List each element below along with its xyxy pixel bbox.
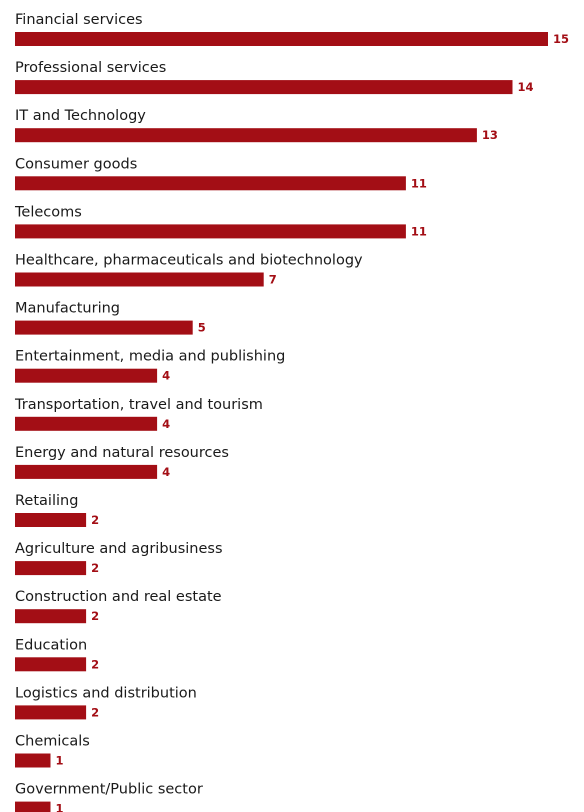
- bar: [15, 80, 513, 95]
- category-label: Energy and natural resources: [15, 445, 229, 461]
- category-label: Government/Public sector: [15, 782, 203, 798]
- bar: [15, 513, 87, 527]
- bar: [15, 416, 158, 431]
- value-label: 2: [91, 561, 99, 575]
- value-label: 2: [91, 513, 99, 527]
- bar-row-agriculture-and-agribusiness: Agriculture and agribusiness 2: [15, 541, 223, 576]
- bar-row-financial-services: Financial services 15: [15, 12, 569, 46]
- bar-row-government-public-sector: Government/Public sector 1: [15, 782, 203, 812]
- bar-row-manufacturing: Manufacturing 5: [15, 301, 206, 335]
- category-label: Consumer goods: [15, 156, 137, 172]
- bar: [15, 176, 406, 191]
- value-label: 5: [198, 321, 206, 335]
- category-label: Manufacturing: [15, 301, 120, 317]
- bar-row-transportation-travel-and-tourism: Transportation, travel and tourism 4: [14, 397, 263, 431]
- bar-row-energy-and-natural-resources: Energy and natural resources 4: [15, 445, 229, 479]
- value-label: 2: [91, 705, 99, 719]
- category-label: Entertainment, media and publishing: [15, 349, 285, 365]
- bar-row-entertainment-media-and-publishing: Entertainment, media and publishing 4: [15, 349, 285, 383]
- bar: [15, 32, 548, 46]
- category-label: IT and Technology: [15, 108, 146, 124]
- bar: [15, 224, 406, 239]
- value-label: 4: [162, 417, 170, 431]
- value-label: 1: [56, 802, 64, 812]
- category-label: Chemicals: [15, 734, 90, 750]
- bar-row-chemicals: Chemicals 1: [15, 734, 90, 768]
- value-label: 4: [162, 465, 170, 479]
- value-label: 2: [91, 609, 99, 623]
- bar: [15, 801, 51, 812]
- bar-row-consumer-goods: Consumer goods 11: [15, 156, 427, 191]
- bar: [15, 705, 87, 720]
- bar: [15, 368, 158, 383]
- category-label: Construction and real estate: [15, 589, 222, 605]
- category-label: Agriculture and agribusiness: [15, 541, 223, 557]
- bar: [15, 128, 477, 143]
- value-label: 15: [553, 32, 569, 46]
- bar: [15, 320, 193, 335]
- value-label: 7: [269, 273, 277, 287]
- category-label: Education: [15, 637, 87, 653]
- bar-row-telecoms: Telecoms 11: [14, 204, 427, 239]
- bar: [15, 609, 87, 624]
- bar: [15, 464, 158, 479]
- bar: [15, 753, 51, 768]
- bar-row-professional-services: Professional services 14: [15, 60, 534, 95]
- category-label: Professional services: [15, 60, 166, 76]
- value-label: 11: [411, 224, 427, 238]
- bar: [15, 657, 87, 672]
- bar-row-education: Education 2: [15, 637, 99, 672]
- value-label: 11: [411, 176, 427, 190]
- category-label: Telecoms: [14, 204, 82, 220]
- category-label: Logistics and distribution: [15, 685, 197, 701]
- bar: [15, 272, 264, 287]
- bar-row-healthcare-pharmaceuticals-and-biotechnology: Healthcare, pharmaceuticals and biotechn…: [15, 253, 363, 287]
- bar-row-it-and-technology: IT and Technology 13: [15, 108, 498, 143]
- category-label: Healthcare, pharmaceuticals and biotechn…: [15, 253, 363, 269]
- bar: [15, 561, 87, 576]
- bar-row-logistics-and-distribution: Logistics and distribution 2: [15, 685, 197, 720]
- value-label: 2: [91, 657, 99, 671]
- category-label: Transportation, travel and tourism: [14, 397, 263, 413]
- bar-row-construction-and-real-estate: Construction and real estate 2: [15, 589, 222, 624]
- value-label: 14: [518, 80, 534, 94]
- value-label: 4: [162, 369, 170, 383]
- category-label: Retailing: [15, 493, 78, 509]
- value-label: 1: [56, 754, 64, 768]
- category-label: Financial services: [15, 12, 143, 28]
- bar-row-retailing: Retailing 2: [15, 493, 99, 527]
- value-label: 13: [482, 128, 498, 142]
